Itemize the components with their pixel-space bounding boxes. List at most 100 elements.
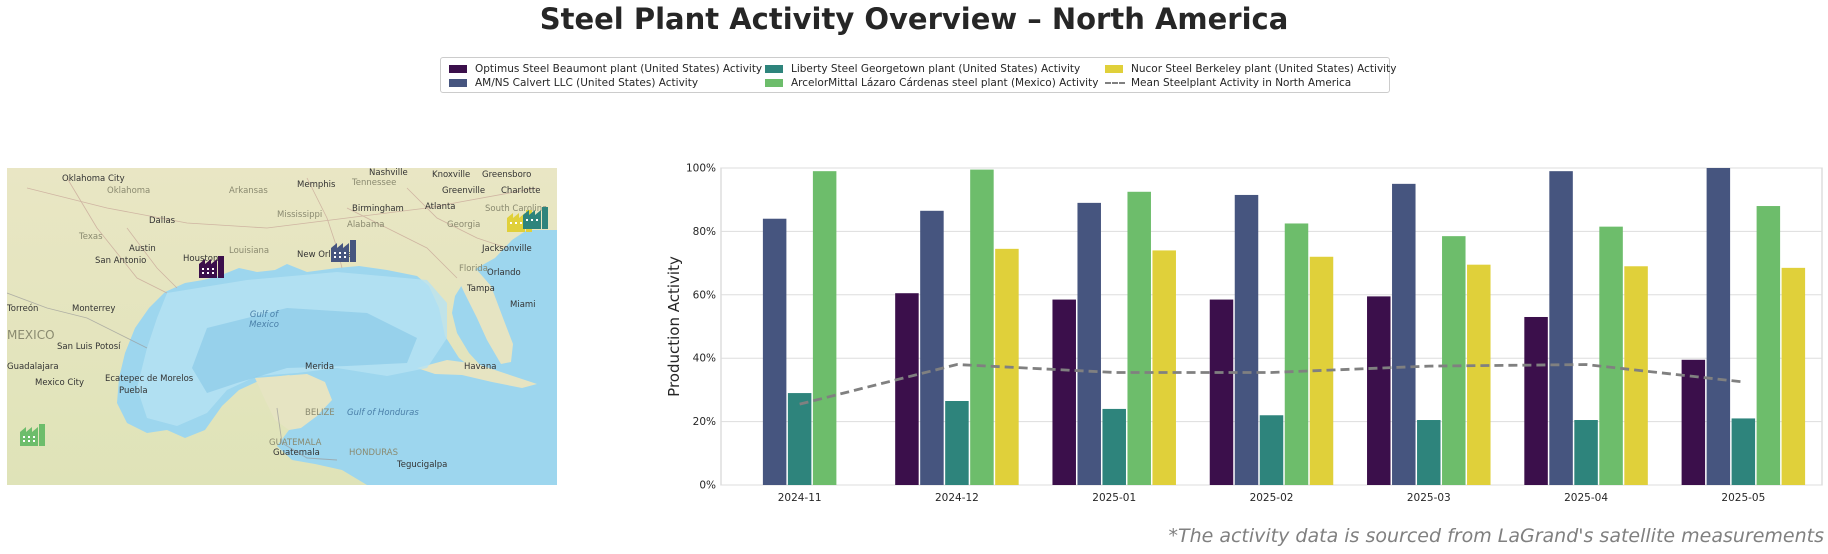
- map-place-label: Torreón: [7, 304, 39, 314]
- bar: [1367, 296, 1391, 485]
- bar: [787, 393, 812, 485]
- bar: [895, 293, 919, 485]
- x-tick-label: 2024-12: [935, 492, 979, 504]
- bar: [1102, 408, 1126, 485]
- map-place-label: Havana: [464, 362, 497, 372]
- bar: [1209, 299, 1234, 485]
- map-place-label: Florida: [459, 264, 488, 274]
- map-place-label: Birmingham: [352, 204, 404, 214]
- map-place-label: Ecatepec de Morelos: [105, 374, 194, 384]
- bar: [1467, 264, 1491, 485]
- bar: [1052, 299, 1076, 485]
- legend: Optimus Steel Beaumont plant (United Sta…: [440, 57, 1396, 93]
- map-place-label: BELIZE: [305, 408, 335, 418]
- map-place-label: Knoxville: [432, 170, 471, 180]
- x-tick-label: 2024-11: [778, 492, 822, 504]
- x-tick-label: 2025-04: [1564, 492, 1608, 504]
- map-place-label: HONDURAS: [349, 448, 398, 458]
- map-place-label: Guatemala: [273, 448, 320, 458]
- map-place-label: Greensboro: [482, 170, 532, 180]
- legend-swatch: [449, 79, 467, 87]
- map-place-label: Dallas: [149, 216, 176, 226]
- map-place-label: Memphis: [297, 180, 336, 190]
- map-place-label: Puebla: [119, 386, 148, 396]
- bar: [970, 169, 994, 485]
- plant-location-map: Oklahoma City Memphis Nashville Knoxville Gr…: [7, 168, 557, 485]
- legend-label: Liberty Steel Georgetown plant (United S…: [791, 63, 1081, 75]
- map-place-label: Tegucigalpa: [397, 460, 448, 470]
- map-place-label: San Luis Potosí: [57, 342, 121, 352]
- map-place-label: Mexico City: [35, 378, 85, 388]
- bar: [1152, 250, 1176, 485]
- legend-label: Nucor Steel Berkeley plant (United State…: [1131, 63, 1397, 75]
- map-place-label: Louisiana: [229, 246, 270, 256]
- map-place-label: Gulf of Honduras: [347, 408, 419, 418]
- map-place-label: Charlotte: [501, 186, 541, 196]
- y-axis-label: Production Activity: [665, 256, 683, 397]
- x-tick-label: 2025-01: [1092, 492, 1136, 504]
- bar: [812, 171, 837, 486]
- bar: [1234, 194, 1259, 485]
- map-place-label: Alabama: [347, 220, 385, 230]
- map-place-label: Miami: [510, 300, 536, 310]
- bar: [1731, 418, 1756, 485]
- bar: [1392, 183, 1416, 485]
- chart-title: Steel Plant Activity Overview – North Am…: [539, 2, 1289, 36]
- y-tick-label: 0%: [699, 480, 716, 492]
- bar: [945, 400, 969, 485]
- map-place-label: Nashville: [369, 168, 408, 178]
- legend-swatch: [1105, 65, 1123, 73]
- bar: [1442, 236, 1466, 485]
- bar: [1574, 420, 1598, 485]
- x-tick-label: 2025-03: [1407, 492, 1451, 504]
- factory-icon: [199, 256, 224, 278]
- y-tick-label: 40%: [693, 353, 716, 365]
- x-tick-label: 2025-02: [1250, 492, 1294, 504]
- map-place-label: Gulf of Mexico: [249, 310, 279, 330]
- map-place-label: Oklahoma City: [62, 174, 125, 184]
- map-base: [7, 168, 557, 485]
- y-tick-label: 20%: [693, 416, 716, 428]
- map-place-label: San Antonio: [95, 256, 147, 266]
- bar: [1624, 266, 1648, 485]
- map-place-label: Guadalajara: [7, 362, 59, 372]
- map-place-label: Austin: [129, 244, 156, 254]
- legend-swatch: [765, 79, 783, 87]
- factory-icon: [523, 207, 548, 229]
- bar: [1284, 223, 1309, 485]
- map-place-label: Merida: [305, 362, 335, 372]
- x-tick-label: 2025-05: [1721, 492, 1765, 504]
- map-place-label: Tampa: [467, 284, 495, 294]
- bar: [1781, 267, 1806, 485]
- map-place-label: Atlanta: [425, 202, 456, 212]
- bar: [1706, 168, 1731, 485]
- bar: [1756, 206, 1781, 486]
- bar: [1259, 415, 1284, 485]
- map-place-label: South Carolina: [485, 204, 548, 214]
- bar: [1524, 316, 1548, 485]
- legend-swatch: [765, 65, 783, 73]
- mean-activity-line: [799, 363, 1744, 406]
- map-place-label: Texas: [79, 232, 103, 242]
- y-tick-label: 80%: [693, 226, 716, 238]
- legend-swatch: [449, 65, 467, 73]
- map-place-label: Mississippi: [277, 210, 323, 220]
- map-place-label: Arkansas: [229, 186, 268, 196]
- map-place-label: Orlando: [487, 268, 521, 278]
- map-place-label: Greenville: [442, 186, 486, 196]
- bar: [1681, 359, 1706, 485]
- legend-label: Mean Steelplant Activity in North Americ…: [1131, 77, 1352, 89]
- map-place-label: Houston: [183, 254, 219, 264]
- map-place-label: MEXICO: [7, 328, 55, 342]
- y-tick-label: 60%: [693, 289, 716, 301]
- map-place-label: Tennessee: [352, 178, 397, 188]
- bar: [1549, 171, 1573, 486]
- factory-icon: [20, 424, 45, 446]
- map-place-label: Georgia: [447, 220, 481, 230]
- bar: [1127, 191, 1151, 485]
- map-place-label: New Orleans: [297, 250, 352, 260]
- bar: [1077, 202, 1101, 485]
- map-place-label: Oklahoma: [107, 186, 151, 196]
- map-place-label: GUATEMALA: [269, 438, 322, 448]
- legend-label: ArcelorMittal Lázaro Cárdenas steel plan…: [791, 77, 1099, 89]
